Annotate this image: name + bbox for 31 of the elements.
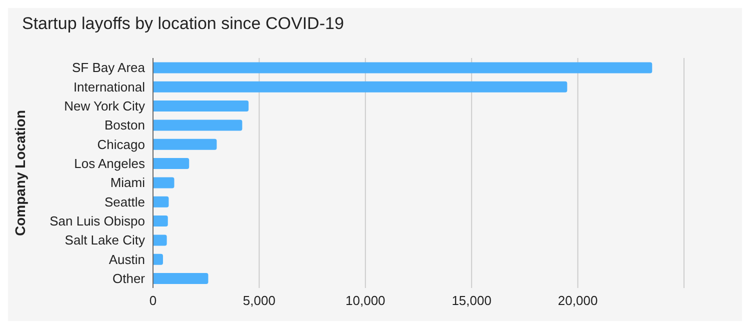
y-tick-label: Austin: [108, 252, 145, 267]
y-tick-label: Other: [112, 271, 146, 286]
bar: [153, 234, 167, 246]
bar: [153, 158, 190, 170]
bar: [153, 100, 249, 112]
y-tick-label: Los Angeles: [74, 156, 146, 172]
bar: [153, 177, 174, 188]
y-tick-label: International: [73, 79, 146, 94]
bar: [153, 81, 568, 92]
x-tick-label: 10,000: [346, 293, 386, 308]
y-tick-label: Miami: [110, 175, 146, 190]
y-tick-label: Boston: [104, 118, 145, 133]
y-tick-label: Chicago: [97, 136, 145, 152]
y-tick-label: New York City: [64, 98, 146, 114]
bar: [153, 196, 169, 208]
bar: [153, 62, 652, 74]
bar: [153, 120, 242, 131]
bar: [153, 273, 208, 284]
y-tick-label: San Luis Obispo: [50, 214, 145, 229]
x-tick-label: 5,000: [242, 293, 276, 308]
y-tick-label: Seattle: [104, 194, 145, 210]
x-tick-label: 20,000: [558, 293, 598, 308]
bar: [153, 216, 168, 227]
chart-title: Startup layoffs by location since COVID-19: [22, 14, 344, 34]
y-tick-label: Salt Lake City: [64, 232, 146, 248]
x-tick-label: 0: [149, 293, 157, 308]
bar: [153, 254, 163, 265]
bar: [153, 138, 217, 150]
y-tick-label: SF Bay Area: [72, 60, 146, 76]
x-tick-label: 15,000: [452, 293, 492, 308]
y-axis-title: Company Location: [12, 110, 28, 236]
